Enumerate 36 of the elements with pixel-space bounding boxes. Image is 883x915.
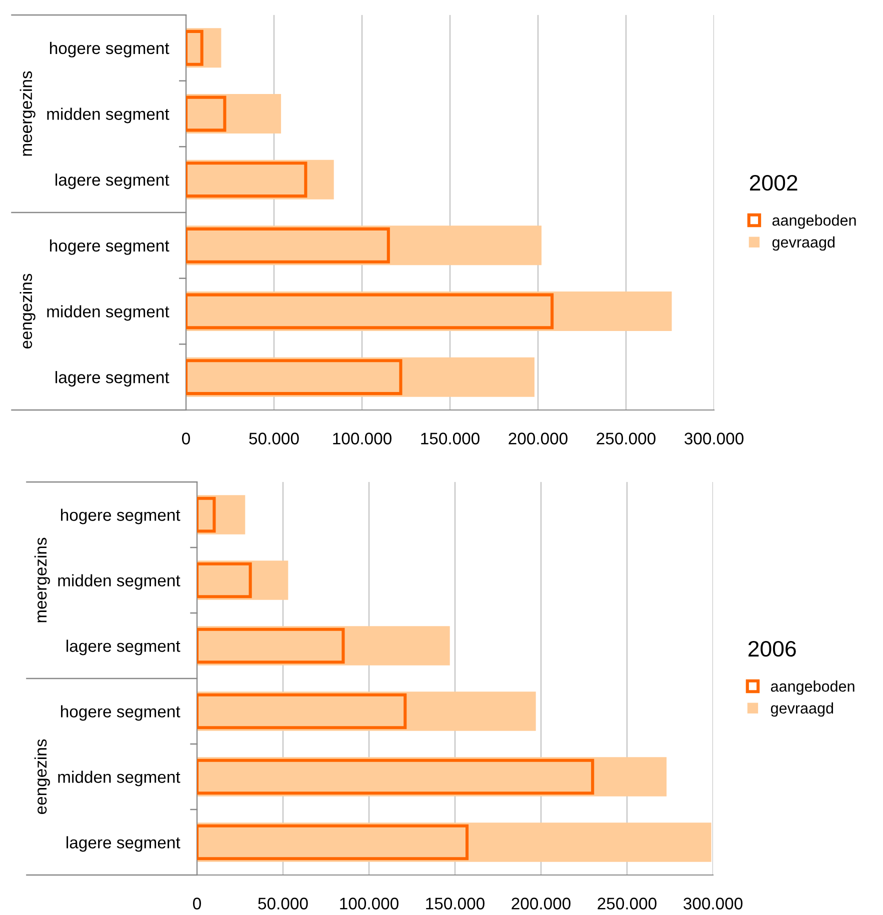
x-tick-label: 150.000 [421, 432, 480, 444]
x-tick-label: 0 [193, 898, 201, 910]
y-tick-label: hogere segment [61, 508, 180, 524]
x-tick-label: 150.000 [426, 898, 484, 910]
x-tick-label: 200.000 [508, 432, 568, 444]
text: eengezins [34, 739, 50, 814]
legend-label: gevraagd [772, 236, 835, 251]
x-tick-label: 300.000 [684, 898, 742, 910]
x-tick-label: 100.000 [340, 898, 398, 910]
x-tick-label: 50.000 [249, 432, 299, 444]
y-tick-label: midden segment [47, 108, 170, 124]
x-tick-label: 250.000 [596, 432, 656, 444]
x-tick-label: 100.000 [333, 432, 392, 444]
x-tick-label: 300.000 [684, 432, 744, 444]
x-tick-label: 250.000 [598, 898, 656, 910]
y-tick-label: midden segment [47, 305, 170, 321]
legend-title: 2006 [748, 640, 796, 657]
text: eengezins [20, 274, 36, 349]
text: meergezins [34, 538, 50, 622]
y-tick-label: lagere segment [66, 836, 180, 852]
legend-label: gevraagd [770, 702, 834, 717]
x-tick-label: 50.000 [258, 898, 308, 910]
y-tick-label: lagere segment [56, 174, 170, 190]
y-tick-label: hogere segment [61, 705, 180, 721]
legend-title: 2002 [750, 174, 798, 191]
y-tick-label: hogere segment [50, 42, 170, 58]
y-tick-label: lagere segment [66, 640, 180, 656]
legend-label: aangeboden [772, 214, 856, 229]
y-tick-label: midden segment [58, 770, 180, 786]
legend-label: aangeboden [770, 680, 854, 695]
text: meergezins [20, 71, 36, 156]
y-tick-label: hogere segment [50, 239, 170, 255]
x-tick-label: 0 [182, 432, 190, 444]
y-tick-label: lagere segment [56, 371, 170, 387]
x-tick-label: 200.000 [512, 898, 570, 910]
y-tick-label: midden segment [58, 574, 180, 590]
